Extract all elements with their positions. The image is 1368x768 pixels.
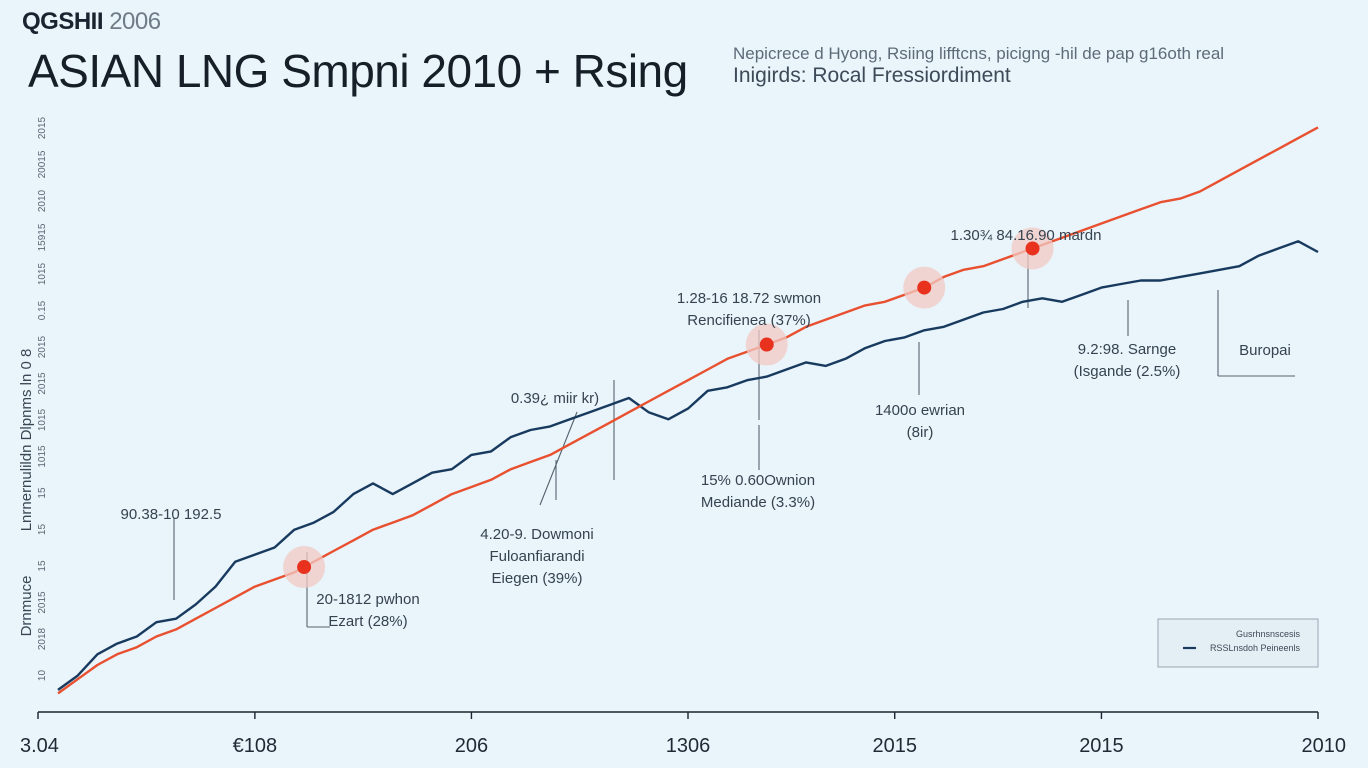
y-tick-label: 2015 xyxy=(37,591,48,614)
y-tick-label: 2018 xyxy=(37,627,48,650)
y-tick-label: 15 xyxy=(37,487,48,499)
annotation-label: (Isgande (2.5%) xyxy=(1074,363,1181,380)
legend-entry: Gusrhnsnscesis xyxy=(1236,629,1301,639)
annotation-label: Ezart (28%) xyxy=(328,613,407,630)
y-tick-label: 2010 xyxy=(37,189,48,212)
annotation-label: 1.28-16 18.72 swmon xyxy=(677,290,821,307)
highlight-marker xyxy=(297,560,312,575)
annotation-label: Buropai xyxy=(1239,342,1291,359)
y-tick-label: 10 xyxy=(37,670,48,682)
series-line-europe xyxy=(57,126,1319,695)
x-tick-label: 2010 xyxy=(1302,735,1347,757)
annotation-leader xyxy=(539,411,578,506)
legend-box xyxy=(1157,618,1319,668)
annotation-label: 1400o ewrian xyxy=(875,402,965,419)
y-tick-label: 2015 xyxy=(37,372,48,395)
y-tick-label: 1015 xyxy=(37,262,48,285)
annotation-label: 1.30¾ 84.16.90 mardn xyxy=(951,227,1102,244)
annotation-label: 9.2:98. Sarnge xyxy=(1078,341,1176,358)
x-tick-label: €108 xyxy=(233,735,278,757)
annotation-label: Fuloanfiarandi xyxy=(489,548,584,565)
highlight-marker xyxy=(917,280,932,295)
y-tick-label: 2015 xyxy=(37,116,48,139)
annotation-label: 4.20-9. Dowmoni xyxy=(480,526,593,543)
annotation-label: Rencifienea (37%) xyxy=(687,312,810,329)
x-tick-label: 206 xyxy=(455,735,488,757)
y-tick-label: 15 xyxy=(37,524,48,536)
annotation-label: (8ir) xyxy=(907,424,934,441)
legend-entry: RSSLnsdoh Peineenls xyxy=(1210,643,1301,653)
y-tick-label: 2015 xyxy=(37,335,48,358)
annotation-label: Eiegen (39%) xyxy=(492,570,583,587)
annotation-label: 0.39¿ miir kr) xyxy=(511,390,599,407)
annotation-label: 15% 0.60Ownion xyxy=(701,472,815,489)
highlight-marker xyxy=(1025,241,1040,256)
series-line-asian-lng xyxy=(57,240,1319,691)
chart-subtitle-line-2: Inigirds: Rocal Fressiordiment xyxy=(733,64,1011,87)
chart-subtitle-line-1: Nepicrece d Hyong, Rsiing lifftcns, pici… xyxy=(733,44,1225,63)
y-tick-label: 1015 xyxy=(37,408,48,431)
y-tick-label: 1015 xyxy=(37,445,48,468)
y-axis-label: Lnrnernulildn Dlpnms ln 0 8 xyxy=(18,349,35,532)
annotation-label: Mediande (3.3%) xyxy=(701,494,815,511)
x-tick-label: 1306 xyxy=(666,735,711,757)
brand-year: 2006 xyxy=(109,8,161,35)
chart-legend: Gusrhnsnscesis RSSLnsdoh Peineenls xyxy=(1157,618,1319,668)
x-tick-label: 2015 xyxy=(1079,735,1124,757)
brand-prefix: Q xyxy=(22,8,41,35)
y-axis-label-secondary: Drnmuce xyxy=(18,576,35,637)
highlight-marker xyxy=(759,337,774,352)
x-tick-label: 3.04 xyxy=(20,735,59,757)
y-tick-label: 20015 xyxy=(37,150,48,178)
brand-name: GSHII xyxy=(40,8,104,35)
y-tick-label: 15 xyxy=(37,560,48,572)
annotation-label: 90.38-10 192.5 xyxy=(121,506,222,523)
brand-logo: QGSHII 2006 xyxy=(22,8,161,36)
annotation-label: 20-1812 pwhon xyxy=(316,591,419,608)
chart-title: ASIAN LNG Smpni 2010 + Rsing xyxy=(28,45,688,97)
y-tick-label: 15915 xyxy=(37,223,48,251)
x-tick-label: 2015 xyxy=(872,735,917,757)
y-tick-label: 0.15 xyxy=(37,300,48,320)
